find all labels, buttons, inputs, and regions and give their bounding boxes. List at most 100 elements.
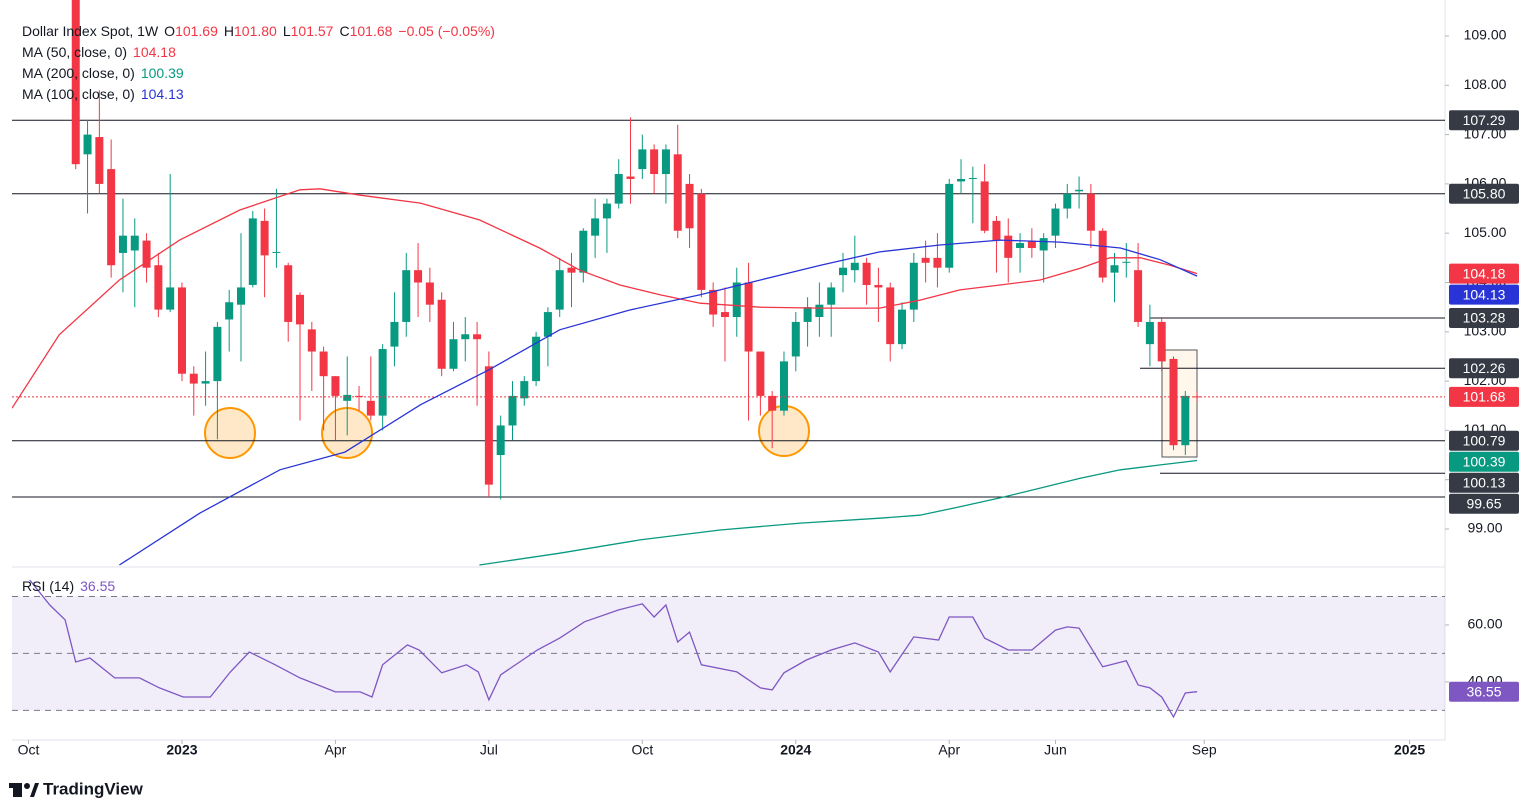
y-tick-label: 109.00	[1464, 27, 1507, 43]
candle-body	[850, 262, 859, 271]
candle-body	[650, 149, 659, 175]
candle-body	[1004, 235, 1013, 258]
logo-part	[24, 783, 30, 789]
ohlc-key: H	[223, 23, 235, 39]
candle-body	[909, 262, 918, 310]
y-tick-label: 60.00	[1467, 616, 1502, 632]
price-label: 104.18	[1463, 265, 1506, 281]
ma-line	[479, 459, 1198, 566]
x-tick-label: Sep	[1192, 742, 1217, 758]
candle-body	[1016, 243, 1025, 248]
branding-logo	[9, 783, 39, 797]
candle-body	[697, 193, 706, 290]
y-tick-label: 105.00	[1464, 224, 1507, 240]
candle-body	[614, 174, 623, 204]
ma-legend: MA (100, close, 0) 104.13	[22, 84, 184, 104]
ohlc-value: 101.57	[290, 23, 334, 39]
candle-body	[579, 230, 588, 273]
branding: TradingView	[43, 779, 144, 798]
candle-body	[768, 395, 777, 411]
candle-body	[1169, 358, 1178, 446]
candle-body	[213, 326, 222, 382]
candle-body	[756, 351, 765, 396]
candle-body	[1134, 270, 1143, 322]
candle-body	[886, 287, 895, 345]
price-label: 100.39	[1463, 453, 1506, 469]
candle-body	[236, 287, 245, 305]
candle-body	[307, 329, 316, 352]
candle-body	[1145, 321, 1154, 345]
legend-value: 100.39	[140, 65, 184, 81]
header-legend: Dollar Index Spot, 1W O101.69 H101.80 L101.…	[22, 21, 495, 41]
legend-name: RSI (14)	[22, 578, 75, 594]
candle-body	[284, 265, 293, 322]
candle-body	[1027, 240, 1036, 248]
highlight-circle	[204, 407, 256, 459]
candle-body	[449, 339, 458, 369]
rsi-line	[29, 579, 1198, 719]
candle-body	[201, 381, 210, 384]
candle-body	[862, 262, 871, 285]
candle-body	[520, 381, 529, 399]
candle-body	[732, 282, 741, 318]
price-label-box	[1449, 358, 1519, 379]
candle-body	[95, 137, 104, 184]
candle-body	[83, 134, 92, 155]
candle-body	[638, 149, 647, 170]
legend-name: MA (50, close, 0)	[22, 44, 128, 60]
candle-body	[461, 334, 470, 340]
price-label: 100.13	[1463, 474, 1506, 490]
price-label: 105.80	[1463, 185, 1506, 201]
price-label-box	[1449, 681, 1519, 702]
price-label-box	[1449, 430, 1519, 451]
candle-body	[957, 178, 966, 182]
logo-part	[9, 783, 21, 788]
candle-body	[838, 267, 847, 276]
candle-body	[260, 220, 269, 256]
candle-body	[378, 349, 387, 416]
price-label-box	[1449, 110, 1519, 131]
price-label: 107.29	[1463, 112, 1506, 128]
price-label: 36.55	[1466, 683, 1501, 699]
change: −0.05 (−0.05%)	[398, 23, 495, 39]
candle-body	[532, 336, 541, 382]
price-label-box	[1449, 183, 1519, 204]
candle-body	[296, 294, 305, 325]
candle-body	[1181, 395, 1190, 446]
candle-body	[142, 240, 151, 268]
candle-body	[555, 270, 564, 310]
price-label: 101.68	[1463, 389, 1506, 405]
candle-body	[130, 235, 139, 251]
candle-body	[319, 351, 328, 377]
candle-body	[331, 376, 340, 396]
ohlc-value: 101.68	[349, 23, 393, 39]
x-tick-label: 2023	[166, 742, 197, 758]
price-label: 104.13	[1463, 286, 1506, 302]
candle-body	[980, 181, 989, 231]
candle-body	[921, 257, 930, 263]
candle-body	[827, 287, 836, 305]
legend-value: 36.55	[80, 578, 116, 594]
candle-body	[602, 203, 611, 219]
candle-body	[437, 299, 446, 369]
candle-body	[496, 425, 505, 456]
candle-body	[1039, 238, 1048, 251]
logo-part	[30, 783, 39, 797]
ohlc-key: C	[339, 23, 350, 39]
ma-legend: MA (200, close, 0) 100.39	[22, 63, 184, 83]
candle-body	[779, 361, 788, 411]
y-tick-label: 99.00	[1467, 520, 1502, 536]
candle-body	[567, 267, 576, 273]
candle-body	[390, 321, 399, 347]
candle-body	[720, 312, 729, 318]
ohlc-key: O	[164, 23, 176, 39]
candle-body	[508, 395, 517, 426]
candle-body	[71, 0, 80, 165]
candle-body	[874, 284, 883, 288]
candle-body	[343, 394, 352, 401]
candle-body	[414, 270, 423, 283]
ma-line	[119, 239, 1198, 566]
candle-body	[803, 307, 812, 322]
price-label-box	[1449, 386, 1519, 407]
